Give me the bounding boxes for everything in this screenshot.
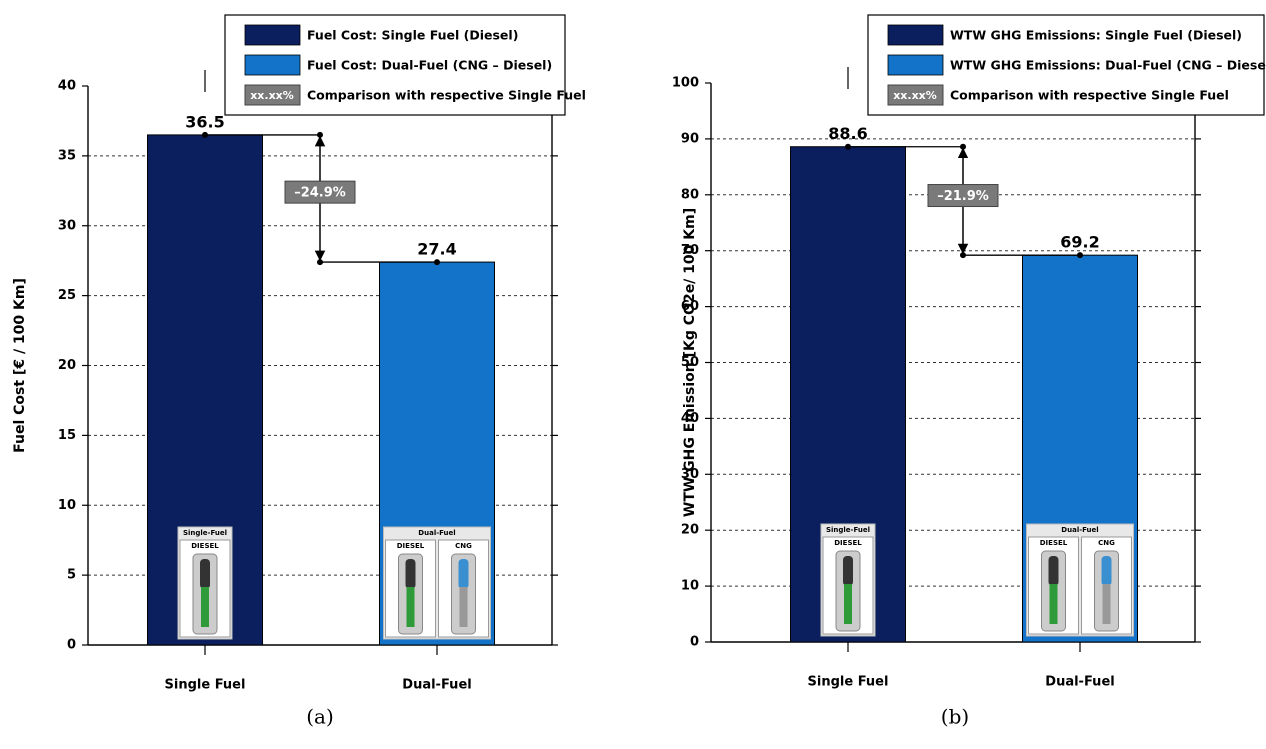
legend-comparison-label: Comparison with respective Single Fuel (307, 88, 586, 103)
nozzle-hose (201, 587, 209, 627)
nozzle (406, 559, 416, 589)
value-label: 36.5 (185, 112, 224, 131)
y-tick-label: 15 (58, 428, 76, 443)
legend-label: Fuel Cost: Single Fuel (Diesel) (307, 28, 518, 43)
y-tick-label: 100 (672, 76, 699, 91)
figure: 0 5 10 15 20 25 30 35 40 Fuel Cost [€ / 100 Km] Si… (0, 0, 1266, 749)
nozzle-hose (1103, 584, 1111, 624)
pump-title: Single-Fuel (183, 529, 227, 537)
y-tick-label: 30 (58, 218, 76, 233)
y-tick-label: 0 (67, 638, 76, 653)
y-tick-label: 90 (681, 131, 699, 146)
legend-label: Fuel Cost: Dual-Fuel (CNG – Diesel) (307, 58, 552, 73)
x-tick-label: Dual-Fuel (1045, 675, 1114, 690)
x-tick-label: Single Fuel (165, 678, 246, 693)
nozzle (200, 559, 210, 589)
y-tick-label: 10 (58, 498, 76, 513)
bracket-dot (1077, 252, 1083, 258)
bracket-dot (960, 144, 966, 150)
x-tick-label: Single Fuel (808, 675, 889, 690)
y-axis-label: WTW GHG Emission [Kg CO2e/ 100 Km] (682, 208, 698, 517)
nozzle-hose (1050, 584, 1058, 624)
nozzle-hose (407, 587, 415, 627)
pump-title: Single-Fuel (826, 526, 870, 534)
pump-nozzle-label: CNG (455, 542, 472, 550)
legend-comparison-box: xx.xx% (250, 89, 294, 102)
nozzle (1049, 556, 1059, 586)
pump-nozzle-label: CNG (1098, 539, 1115, 547)
x-tick-label: Dual-Fuel (402, 678, 471, 693)
y-tick-label: 35 (58, 148, 76, 163)
legend-swatch (245, 25, 300, 45)
nozzle-hose (844, 584, 852, 624)
caption: (a) (306, 705, 334, 729)
y-tick-label: 10 (681, 579, 699, 594)
pump-nozzle-label: DIESEL (1040, 539, 1068, 547)
value-label: 27.4 (417, 240, 456, 259)
bracket-dot (960, 252, 966, 258)
pump-nozzle-label: DIESEL (397, 542, 425, 550)
legend-swatch (245, 55, 300, 75)
legend-label: WTW GHG Emissions: Dual-Fuel (CNG – Dies… (950, 58, 1266, 73)
y-tick-label: 0 (690, 635, 699, 650)
y-axis-label: Fuel Cost [€ / 100 Km] (12, 278, 28, 453)
nozzle (843, 556, 853, 586)
caption: (b) (941, 705, 969, 729)
pump-title: Dual-Fuel (418, 529, 455, 537)
bracket-dot (202, 132, 208, 138)
y-tick-label: 40 (58, 79, 76, 94)
pump-title: Dual-Fuel (1061, 526, 1098, 534)
legend-comparison-box: xx.xx% (893, 89, 937, 102)
nozzle (1102, 556, 1112, 586)
pump-nozzle-label: DIESEL (834, 539, 862, 547)
legend-comparison-label: Comparison with respective Single Fuel (950, 88, 1229, 103)
comparison-label: –24.9% (294, 186, 346, 201)
value-label: 69.2 (1060, 233, 1099, 252)
y-tick-label: 20 (681, 523, 699, 538)
bracket-dot (317, 259, 323, 265)
y-tick-label: 20 (58, 358, 76, 373)
y-tick-label: 5 (67, 568, 76, 583)
legend-label: WTW GHG Emissions: Single Fuel (Diesel) (950, 28, 1242, 43)
value-label: 88.6 (828, 124, 867, 143)
nozzle-hose (460, 587, 468, 627)
legend-swatch (888, 55, 943, 75)
pump-nozzle-label: DIESEL (191, 542, 219, 550)
legend-swatch (888, 25, 943, 45)
nozzle (459, 559, 469, 589)
bracket-dot (317, 132, 323, 138)
bracket-dot (434, 259, 440, 265)
comparison-label: –21.9% (937, 189, 989, 204)
y-tick-label: 80 (681, 187, 699, 202)
y-tick-label: 25 (58, 288, 76, 303)
bracket-dot (845, 144, 851, 150)
